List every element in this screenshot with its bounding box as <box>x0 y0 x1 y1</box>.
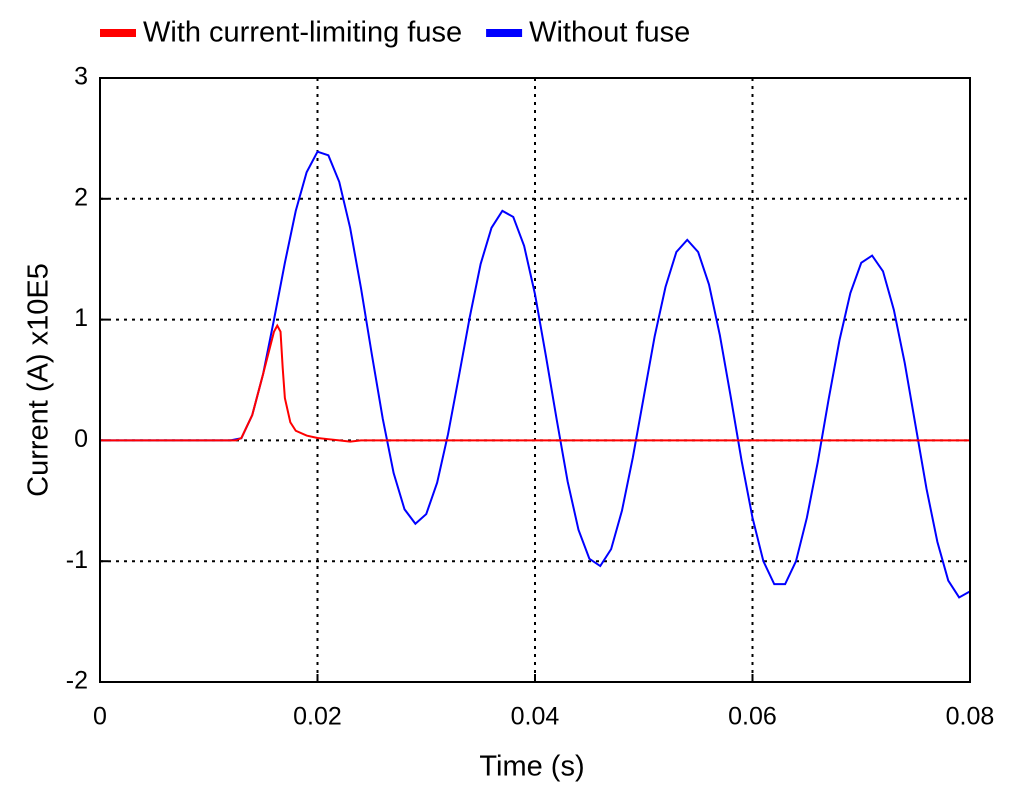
y-tick-label: 3 <box>74 63 88 91</box>
data-line <box>100 150 971 599</box>
x-axis-label: Time (s) <box>479 751 584 783</box>
legend-label: Without fuse <box>529 17 690 49</box>
x-tick-label: 0.06 <box>728 703 777 731</box>
x-tick-label: 0.02 <box>293 703 342 731</box>
y-tick-label: 2 <box>74 183 88 211</box>
x-tick-label: 0.08 <box>946 703 995 731</box>
legend-label: With current-limiting fuse <box>143 17 462 49</box>
y-tick-label: 0 <box>74 425 88 453</box>
data-line <box>100 323 970 443</box>
x-tick-label: 0 <box>93 703 107 731</box>
y-tick-label: -1 <box>66 546 88 574</box>
legend-item: With current-limiting fuse <box>100 17 462 49</box>
y-axis-label: Current (A) x10E5 <box>23 263 55 497</box>
y-tick-label: -2 <box>66 667 88 695</box>
x-tick-label: 0.04 <box>511 703 560 731</box>
plot-frame <box>99 77 971 683</box>
legend-item: Without fuse <box>486 17 690 49</box>
y-tick-label: 1 <box>74 304 88 332</box>
